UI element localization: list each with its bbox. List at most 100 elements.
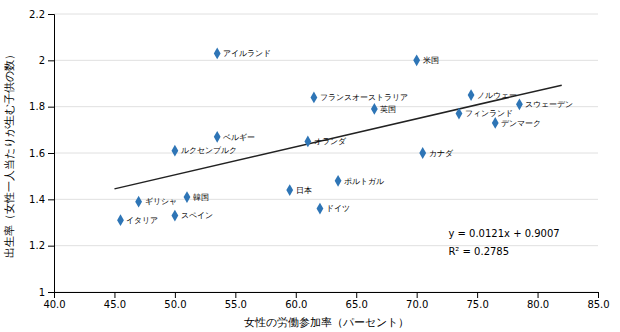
point-label: カナダ [429, 149, 454, 158]
x-axis-tick: 60.0 [285, 292, 307, 310]
y-axis-tick: 2.2 [29, 9, 54, 20]
y-axis-tick-mark [48, 14, 54, 15]
y-axis-tick-mark [48, 153, 54, 154]
y-axis-tick: 1.6 [29, 148, 54, 159]
x-axis-tick-label: 45.0 [104, 299, 126, 310]
chart: 40.0 45.0 50.0 55.0 60.0 65.0 70.0 75.0 80.0 85.0… [0, 0, 620, 332]
point-label: ドイツ [326, 204, 350, 213]
plot: 40.0 45.0 50.0 55.0 60.0 65.0 70.0 75.0 80.0 85.0… [29, 9, 610, 310]
x-axis-tick-mark [417, 292, 418, 298]
y-axis-tick: 1 [39, 287, 54, 298]
point [135, 196, 142, 208]
grid-line [54, 60, 598, 61]
point-label: スペイン [181, 211, 213, 220]
x-axis-tick-label: 85.0 [587, 299, 609, 310]
point [214, 131, 221, 143]
x-axis-tick: 75.0 [466, 292, 488, 310]
x-axis-line [55, 293, 599, 299]
point-label: ノルウェー [477, 91, 517, 100]
grid-line [54, 153, 598, 154]
marks [114, 47, 561, 226]
x-axis-tick-mark [538, 292, 539, 298]
y-axis-tick-mark [48, 199, 54, 200]
y-axis-tick-label: 1.4 [29, 194, 45, 205]
point-label: スウェーデン [525, 100, 573, 109]
x-axis-tick: 50.0 [164, 292, 186, 310]
point-label: デンマーク [501, 119, 541, 128]
y-axis-tick-label: 1.6 [29, 148, 45, 159]
point-label: 日本 [296, 186, 312, 195]
point [311, 92, 318, 104]
point-label: アイルランド [223, 49, 271, 58]
y-axis-tick-mark [48, 292, 54, 293]
point-label: フィンランド [465, 109, 513, 118]
y-axis-tick-mark [48, 107, 54, 108]
point-label: イタリア [126, 216, 158, 225]
x-axis-tick-label: 55.0 [225, 299, 247, 310]
grid [54, 14, 598, 292]
y-axis-tick-label: 2 [39, 55, 45, 66]
grid-line [54, 245, 598, 246]
point-label: ギリシャ [145, 197, 177, 206]
point [214, 47, 221, 59]
point [304, 136, 311, 148]
x-axis-tick-label: 70.0 [406, 299, 428, 310]
annotation: R² = 0.2785 [448, 246, 509, 257]
grid-line [54, 106, 598, 107]
point-label: 米国 [423, 56, 439, 65]
y-axis-tick: 2 [39, 55, 54, 66]
point [117, 214, 124, 226]
y-axis-tick-mark [48, 246, 54, 247]
x-axis-tick-mark [235, 292, 236, 298]
point [286, 184, 293, 196]
point-label: ポルトガル [344, 177, 384, 186]
point [413, 54, 420, 66]
point-label: フランスオーストラリア [320, 93, 408, 102]
point [468, 89, 475, 101]
x-axis-tick-mark [598, 292, 599, 298]
x-axis: 40.0 45.0 50.0 55.0 60.0 65.0 70.0 75.0 80.0 85.0 [43, 292, 609, 310]
x-axis-tick-label: 40.0 [43, 299, 65, 310]
y-axis-tick-label: 1.8 [29, 101, 45, 112]
y-axis-tick-mark [48, 60, 54, 61]
point [456, 108, 463, 120]
x-axis-tick-label: 60.0 [285, 299, 307, 310]
y-axis-tick-label: 2.2 [29, 9, 45, 20]
x-axis-tick: 55.0 [225, 292, 247, 310]
x-axis-tick: 40.0 [43, 292, 65, 310]
x-axis-tick-mark [477, 292, 478, 298]
x-axis-tick-mark [356, 292, 357, 298]
x-axis-tick: 45.0 [104, 292, 126, 310]
point-label: オランダ [314, 137, 347, 146]
y-axis-tick-label: 1 [39, 287, 45, 298]
y-axis-tick: 1.4 [29, 194, 54, 205]
y-axis: 1 1.2 1.4 1.6 1.8 2 2.2 [29, 9, 54, 298]
point [335, 175, 342, 187]
x-axis-tick-mark [175, 292, 176, 298]
x-axis-tick: 65.0 [346, 292, 368, 310]
x-axis-tick-label: 80.0 [527, 299, 549, 310]
point [317, 203, 324, 215]
x-axis-tick: 85.0 [587, 292, 609, 310]
point [371, 103, 378, 115]
point [516, 98, 523, 110]
y-axis-title: 出生率（女性一人当たりが生む子供の数） [3, 49, 16, 258]
y-axis-tick: 1.8 [29, 101, 54, 112]
point-label: 韓国 [193, 193, 209, 202]
point [419, 147, 426, 159]
regression-line [114, 85, 561, 189]
y-axis-tick: 1.2 [29, 240, 54, 251]
point [492, 117, 499, 129]
x-axis-tick-label: 75.0 [466, 299, 488, 310]
y-axis-line [48, 15, 55, 293]
x-axis-tick: 70.0 [406, 292, 428, 310]
x-axis-title: 女性の労働参加率（パーセント） [244, 316, 409, 329]
x-axis-tick-mark [296, 292, 297, 298]
point [184, 191, 191, 203]
x-axis-tick-label: 50.0 [164, 299, 186, 310]
labels: アイルランド米国フランスオーストラリア英国 ノルウェースウェーデンフィンランドデン… [126, 49, 573, 225]
y-axis-tick-label: 1.2 [29, 240, 45, 251]
x-axis-tick-label: 65.0 [346, 299, 368, 310]
point-label: 英国 [380, 105, 396, 114]
point-label: ルクセンブルク [181, 146, 237, 155]
